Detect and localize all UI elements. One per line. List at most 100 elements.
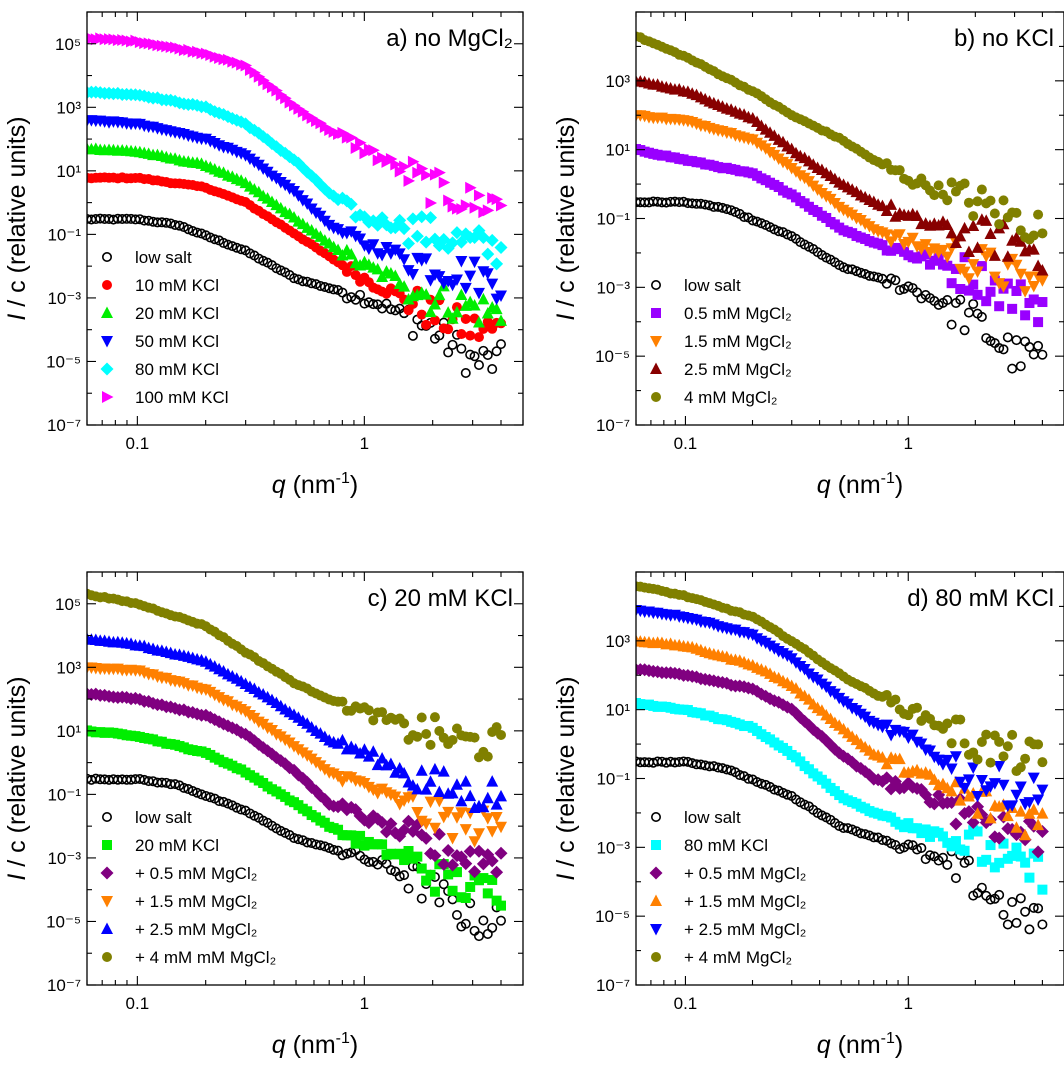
data-point	[984, 247, 997, 260]
data-point	[717, 202, 728, 213]
legend-marker	[650, 362, 662, 374]
data-point	[289, 273, 300, 284]
y-tick-label: 10⁻¹	[596, 210, 630, 229]
data-point	[227, 241, 238, 252]
data-point	[916, 842, 927, 853]
y-tick-label: 10³	[605, 72, 630, 91]
data-point	[868, 271, 879, 282]
data-point	[450, 226, 464, 240]
data-point	[411, 807, 424, 819]
data-point	[1019, 828, 1032, 841]
data-point	[376, 752, 389, 764]
data-point	[1001, 250, 1014, 262]
x-axis-title-exp: -1	[881, 1030, 895, 1047]
data-point	[455, 794, 468, 807]
data-series	[87, 632, 508, 813]
data-point	[491, 722, 502, 733]
data-point	[384, 817, 398, 831]
data-point	[773, 226, 784, 237]
y-tick-label: 10¹	[605, 141, 630, 160]
data-point	[998, 909, 1009, 920]
data-point	[915, 738, 928, 750]
data-point	[465, 181, 477, 194]
data-point	[407, 330, 418, 341]
data-point	[390, 158, 402, 171]
data-point	[997, 779, 1010, 792]
data-point	[950, 873, 961, 884]
data-point	[949, 817, 963, 831]
legend-label: low salt	[135, 808, 192, 827]
data-point	[959, 252, 970, 263]
data-point	[958, 782, 971, 795]
data-point	[496, 199, 508, 212]
x-axis-title-exp: -1	[881, 470, 895, 487]
data-point	[942, 859, 953, 870]
data-point	[968, 211, 979, 222]
data-point	[946, 319, 957, 330]
legend-label: 4 mM MgCl₂	[684, 388, 778, 407]
data-point	[494, 241, 508, 255]
data-point	[873, 272, 884, 283]
legend-label: 80 mM KCl	[135, 360, 219, 379]
data-point	[398, 280, 411, 292]
data-point	[399, 855, 410, 866]
data-point	[1032, 818, 1045, 831]
y-tick-label: 10³	[56, 98, 81, 117]
legend-marker	[101, 922, 113, 934]
data-point	[721, 764, 732, 775]
data-point	[209, 234, 220, 245]
data-point	[1007, 897, 1018, 908]
legend-marker	[650, 894, 662, 906]
data-point	[880, 719, 893, 732]
x-axis-title-unit: (nm	[293, 1031, 336, 1059]
y-tick-label: 10⁻⁵	[46, 352, 81, 371]
data-point	[368, 715, 379, 726]
data-point	[906, 729, 919, 742]
data-point	[959, 178, 970, 189]
data-point	[1033, 209, 1044, 220]
legend-marker	[650, 924, 662, 936]
data-point	[324, 843, 335, 854]
legend-marker	[101, 306, 113, 318]
data-point	[994, 343, 1005, 354]
data-point	[410, 229, 424, 243]
legend-label: 1.5 mM MgCl₂	[684, 332, 792, 351]
data-point	[354, 233, 367, 245]
data-point	[972, 754, 983, 765]
data-point	[472, 287, 485, 300]
data-point	[946, 841, 957, 852]
data-point	[350, 838, 361, 849]
y-tick-label: 10⁻³	[596, 278, 630, 297]
legend-label: + 4 mM mM MgCl₂	[135, 948, 276, 967]
data-point	[442, 306, 455, 318]
data-point	[1028, 902, 1039, 913]
y-tick-label: 10¹	[56, 722, 81, 741]
data-point	[469, 351, 480, 362]
data-point	[468, 299, 481, 311]
data-point	[976, 261, 987, 272]
legend-marker	[650, 811, 661, 822]
data-point	[384, 757, 397, 770]
data-point	[341, 848, 352, 859]
data-point	[972, 196, 983, 207]
legend-label: low salt	[135, 248, 192, 267]
data-point	[459, 775, 472, 787]
data-point	[981, 296, 992, 307]
data-point	[958, 221, 971, 234]
data-point	[302, 276, 313, 287]
data-point	[355, 830, 366, 841]
data-point	[734, 770, 745, 781]
legend-label: + 1.5 mM MgCl₂	[684, 892, 806, 911]
data-point	[486, 278, 499, 291]
panel-label: a) no MgCl₂	[386, 25, 513, 52]
data-point	[200, 790, 211, 801]
x-axis-title-q: q	[272, 1031, 286, 1059]
x-axis-title-q: q	[272, 471, 286, 499]
data-point	[739, 212, 750, 223]
data-point	[460, 918, 471, 929]
data-point	[906, 232, 919, 245]
data-point	[1027, 243, 1040, 255]
data-point	[165, 218, 176, 229]
x-axis-title-unit: (nm	[838, 1031, 881, 1059]
data-point	[942, 718, 953, 729]
